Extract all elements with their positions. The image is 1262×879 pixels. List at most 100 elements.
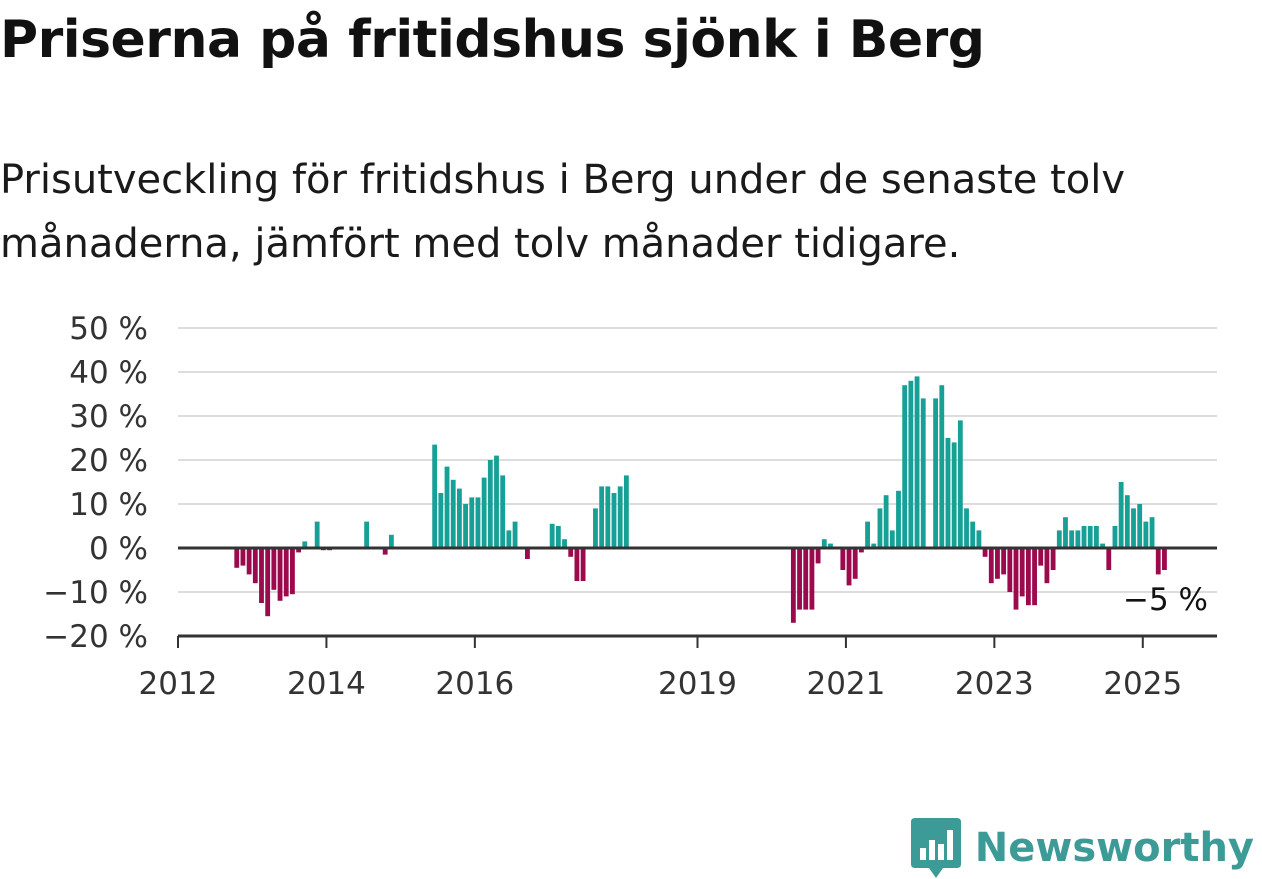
bar xyxy=(623,475,629,548)
y-tick-label: 30 % xyxy=(69,399,148,435)
bar xyxy=(611,493,617,548)
bar xyxy=(469,497,475,548)
bar xyxy=(450,479,456,548)
bar xyxy=(951,442,957,548)
bar xyxy=(562,539,567,548)
bar xyxy=(1063,517,1068,548)
bar xyxy=(487,460,493,548)
x-tick-label: 2014 xyxy=(287,666,366,702)
bar xyxy=(259,548,264,603)
bar xyxy=(605,486,611,548)
bar xyxy=(1081,526,1087,548)
bar xyxy=(568,548,574,557)
bar xyxy=(1155,548,1161,575)
bar xyxy=(617,486,623,548)
bar xyxy=(463,504,468,548)
bar xyxy=(1001,548,1007,575)
bar xyxy=(580,548,586,581)
bar xyxy=(1044,548,1050,584)
bar xyxy=(1069,530,1075,548)
y-tick-label: 50 % xyxy=(69,311,148,347)
bar xyxy=(525,548,530,559)
bar xyxy=(574,548,580,581)
x-tick-label: 2023 xyxy=(955,666,1034,702)
bar xyxy=(438,493,444,548)
bar xyxy=(877,508,883,548)
bar xyxy=(982,548,988,557)
bar xyxy=(1143,521,1149,548)
newsworthy-logo-icon xyxy=(910,818,961,878)
bar xyxy=(388,534,394,548)
bar xyxy=(964,508,969,548)
x-tick-label: 2012 xyxy=(139,666,218,702)
bar xyxy=(840,548,846,570)
bar xyxy=(1149,517,1155,548)
bar xyxy=(240,548,246,566)
bar xyxy=(290,548,295,595)
bar xyxy=(821,539,827,548)
bar xyxy=(871,543,877,548)
y-tick-label: −10 % xyxy=(43,575,148,611)
y-tick-label: 0 % xyxy=(89,531,148,567)
bar xyxy=(1025,548,1031,606)
bar xyxy=(1007,548,1013,592)
x-tick-label: 2016 xyxy=(435,666,514,702)
bar xyxy=(1056,530,1062,548)
bar xyxy=(494,455,499,548)
bar xyxy=(271,548,277,590)
bar xyxy=(883,495,889,548)
x-tick-label: 2025 xyxy=(1103,666,1182,702)
bar xyxy=(809,548,815,610)
bar xyxy=(1093,526,1099,548)
bar xyxy=(803,548,809,610)
bar xyxy=(314,521,320,548)
bar xyxy=(456,488,462,548)
bar xyxy=(481,477,487,548)
bar xyxy=(265,548,271,617)
bar xyxy=(908,380,914,548)
brand-logo: Newsworthy xyxy=(910,818,1254,878)
bar xyxy=(277,548,283,601)
bar xyxy=(976,530,982,548)
bar xyxy=(852,548,858,579)
y-tick-label: 20 % xyxy=(69,443,148,479)
bar xyxy=(1137,504,1143,548)
bar xyxy=(599,486,605,548)
bar xyxy=(1118,482,1124,548)
bar xyxy=(234,548,240,568)
y-tick-label: −20 % xyxy=(43,619,148,655)
bar xyxy=(1013,548,1019,610)
bar xyxy=(512,521,518,548)
bar xyxy=(1124,495,1130,548)
bar xyxy=(1050,548,1056,570)
bar xyxy=(797,548,802,610)
bar xyxy=(970,521,976,548)
bar xyxy=(382,548,388,555)
brand-name: Newsworthy xyxy=(974,825,1254,871)
y-tick-label: 40 % xyxy=(69,355,148,391)
x-tick-label: 2021 xyxy=(806,666,885,702)
bar xyxy=(920,398,926,548)
bar xyxy=(296,548,302,553)
bar xyxy=(995,548,1000,579)
bar xyxy=(364,521,370,548)
chart-title: Priserna på fritidshus sjönk i Berg xyxy=(0,10,985,70)
bar xyxy=(828,543,833,548)
y-tick-label: 10 % xyxy=(69,487,148,523)
bar xyxy=(858,548,864,553)
bar xyxy=(957,420,963,548)
last-value-label: −5 % xyxy=(1123,582,1208,618)
chart-subtitle: Prisutveckling för fritidshus i Berg und… xyxy=(0,157,1126,267)
bar xyxy=(889,530,895,548)
bar xyxy=(246,548,252,575)
bar xyxy=(1075,530,1081,548)
bar xyxy=(432,444,438,548)
bar xyxy=(302,541,308,548)
bar xyxy=(1106,548,1112,570)
x-tick-label: 2019 xyxy=(658,666,737,702)
bar xyxy=(444,466,450,548)
bar xyxy=(1112,526,1118,548)
bar xyxy=(896,490,901,548)
bar xyxy=(500,475,506,548)
bar xyxy=(1019,548,1025,597)
